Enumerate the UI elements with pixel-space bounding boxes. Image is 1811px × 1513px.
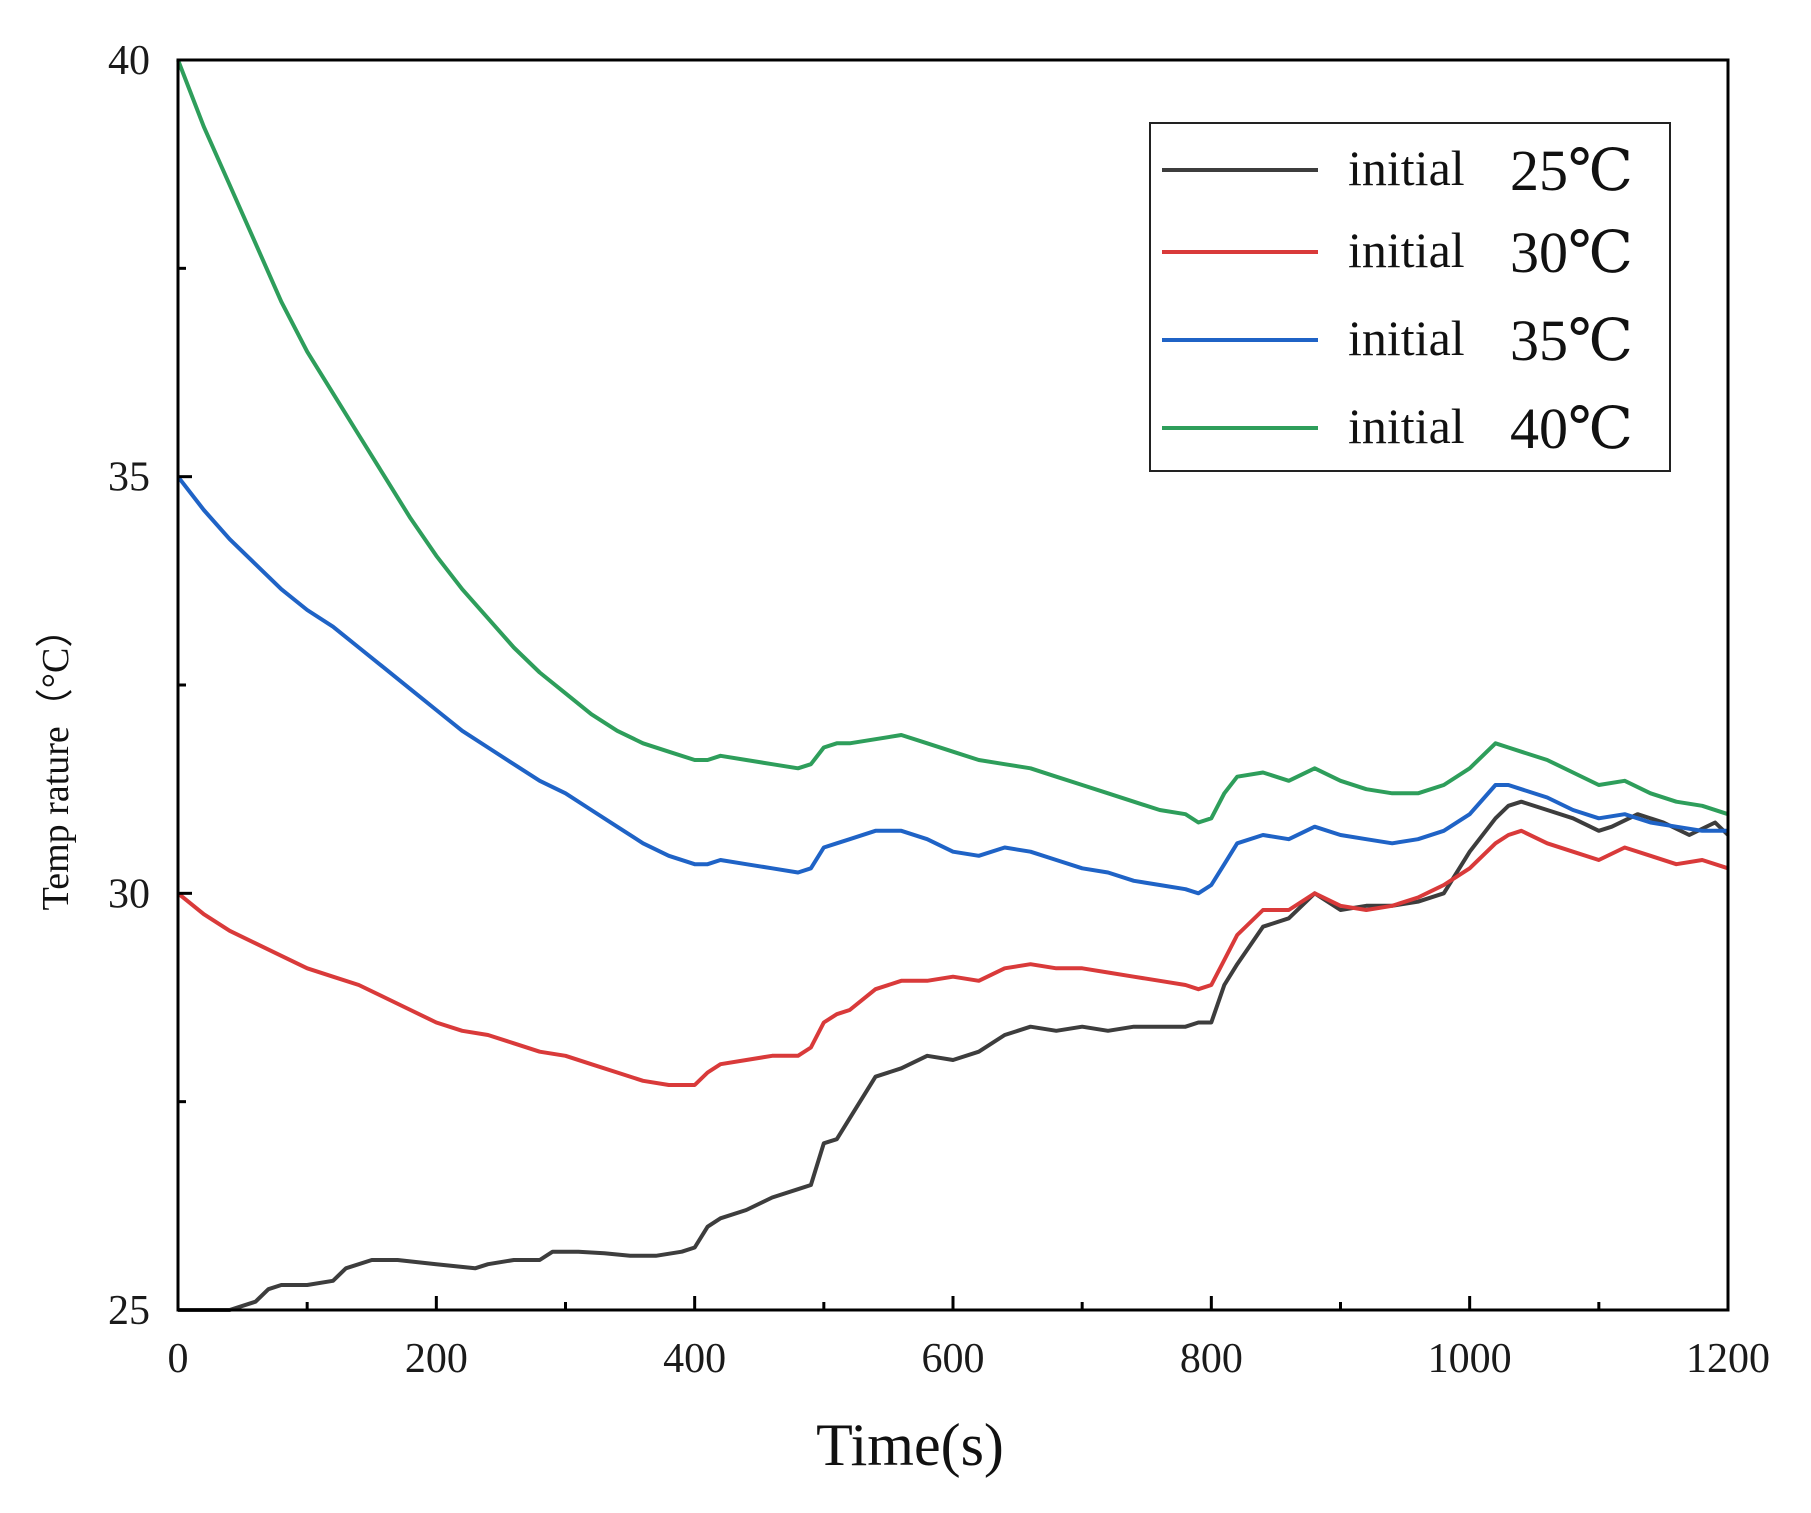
legend-temp-0: 25℃ — [1510, 138, 1633, 203]
y-tick-label-1: 30 — [108, 871, 150, 917]
x-tick-label-2: 400 — [663, 1336, 726, 1382]
x-tick-label-3: 600 — [922, 1336, 985, 1382]
series-line-1 — [176, 828, 1729, 1087]
x-tick-label-1: 200 — [405, 1336, 468, 1382]
series-line-2 — [176, 475, 1728, 896]
y-tick-label-0: 25 — [108, 1288, 150, 1334]
legend-label-1: initial — [1348, 222, 1465, 278]
y-tick-label-3: 40 — [108, 38, 150, 84]
series-line-0 — [178, 799, 1730, 1312]
series-line-3 — [176, 59, 1729, 825]
legend-label-0: initial — [1348, 140, 1465, 196]
legend-temp-1: 30℃ — [1510, 220, 1633, 285]
x-tick-label-6: 1200 — [1686, 1336, 1770, 1382]
legend-label-3: initial — [1348, 398, 1465, 454]
axis-ticks — [176, 58, 1730, 1312]
legend-label-2: initial — [1348, 310, 1465, 366]
legend-box — [1149, 122, 1671, 472]
x-tick-label-0: 0 — [168, 1336, 189, 1382]
axis-tick-labels: 0 200 400 600 800 1000 1200 25 30 35 40 — [108, 38, 1770, 1382]
legend-temp-3: 40℃ — [1510, 396, 1633, 461]
legend-temp-2: 35℃ — [1510, 308, 1633, 373]
x-axis-title: Time(s) — [816, 1412, 1004, 1478]
x-tick-label-5: 1000 — [1428, 1336, 1512, 1382]
series-lines — [176, 59, 1730, 1312]
y-axis-title: Temp rature（°C） — [35, 610, 77, 911]
x-tick-label-4: 800 — [1180, 1336, 1243, 1382]
y-tick-label-2: 35 — [108, 455, 150, 501]
legend: initial 25℃ initial 30℃ initial 35℃ initial 40℃ — [1149, 122, 1671, 472]
legend-items: initial 25℃ initial 30℃ initial 35℃ initial 40℃ — [1162, 138, 1633, 461]
